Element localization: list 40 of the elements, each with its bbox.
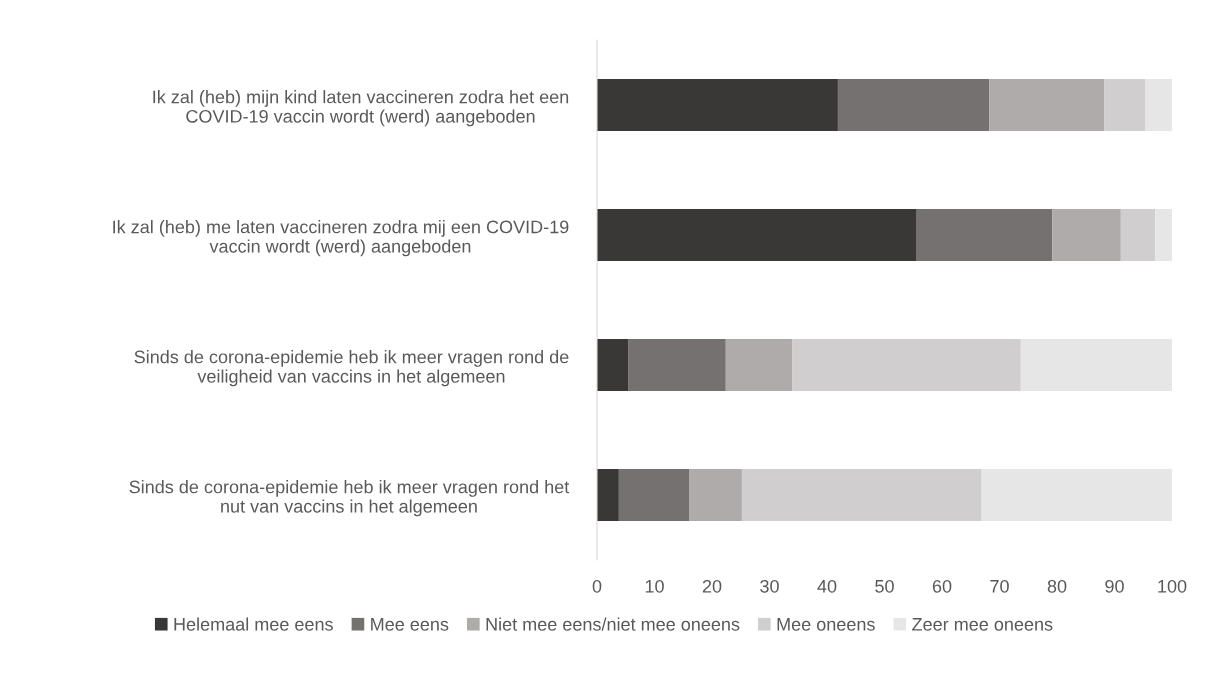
- bar: [1145, 79, 1172, 131]
- x-tick-label: 30: [760, 579, 779, 593]
- x-tick-label: 20: [702, 579, 722, 593]
- y-tick-label: Ik zal (heb) me laten vaccineren zodra mij een COVID-19 vaccin wordt (werd) aangeboden: [113, 220, 569, 257]
- x-tick-label: 0: [592, 579, 602, 593]
- y-tick-label: Sinds de corona-epidemie heb ik meer vragen rond het nut van vaccins in het algemeen: [129, 480, 570, 517]
- legend-label: Zeer mee oneens: [912, 618, 1053, 631]
- x-tick-label: 70: [990, 579, 1009, 593]
- bar: [725, 339, 793, 391]
- bar: [741, 469, 982, 521]
- bar: [628, 339, 726, 391]
- bar: [1020, 339, 1172, 391]
- x-tick-label: 40: [817, 579, 837, 593]
- legend-label: Helemaal mee eens: [174, 617, 333, 631]
- bar: [1052, 209, 1121, 261]
- bar: [597, 209, 917, 261]
- bar: [597, 79, 838, 131]
- bar: [1120, 209, 1156, 261]
- bar: [689, 469, 742, 521]
- legend-label: Mee eens: [371, 618, 449, 631]
- bar: [597, 339, 629, 391]
- x-tick-label: 50: [875, 579, 894, 593]
- bar: [618, 469, 690, 521]
- x-tick-label: 90: [1105, 579, 1124, 593]
- x-tick-label: 10: [645, 579, 664, 593]
- bar: [1104, 79, 1146, 131]
- legend-label: Mee oneens: [777, 618, 875, 631]
- bar: [792, 339, 1021, 391]
- bar: [597, 469, 619, 521]
- bar: [837, 79, 990, 131]
- x-tick-label: 80: [1047, 579, 1067, 593]
- x-tick-label: 100: [1158, 579, 1187, 593]
- y-tick-label: Ik zal (heb) mijn kind laten vaccineren zodra het een COVID-19 vaccin wordt (werd) aangeboden: [153, 90, 569, 127]
- legend-label: Niet mee eens/niet mee oneens: [486, 617, 740, 631]
- bar: [1155, 209, 1172, 261]
- bar: [989, 79, 1105, 131]
- bar: [916, 209, 1053, 261]
- x-tick-label: 60: [932, 579, 952, 593]
- y-tick-label: Sinds de corona-epidemie heb ik meer vragen rond de veiligheid van vaccins in het algemeen: [134, 350, 569, 387]
- bar: [981, 469, 1172, 521]
